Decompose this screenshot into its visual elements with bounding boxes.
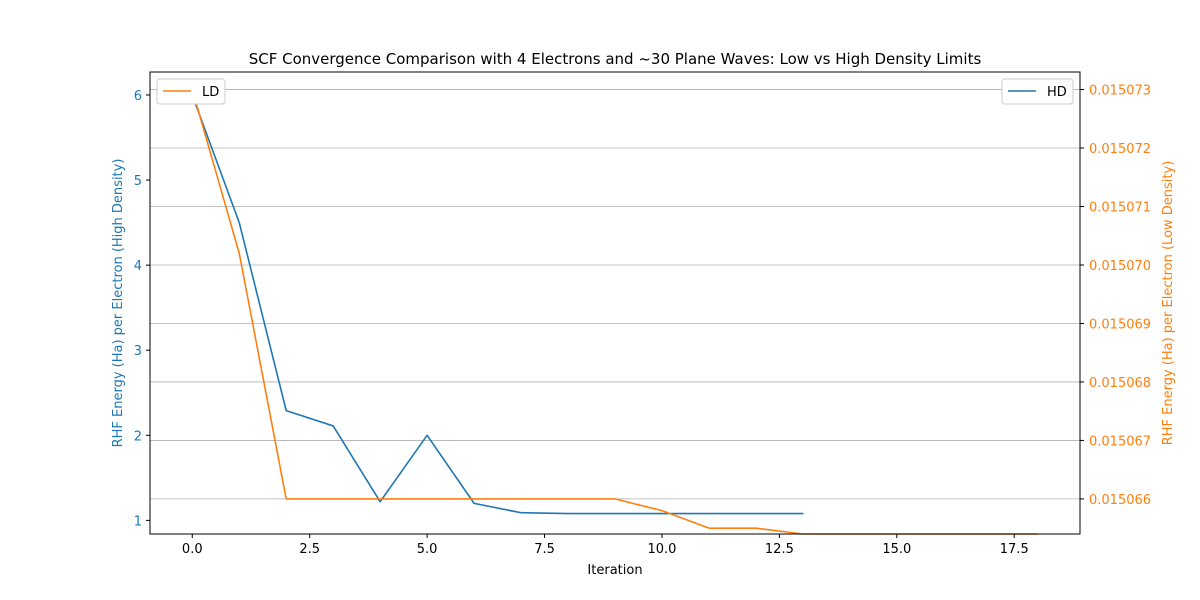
y-axis-right: 0.015066 0.015067 0.015068 0.015069 0.015070… [1080,84,1151,508]
x-axis: 0.0 2.5 5.0 7.5 10.0 12.5 15.0 17.5 [182,534,1029,557]
y-left-tick-label: 5 [134,174,142,189]
y-right-tick-label: 0.015068 [1089,376,1151,391]
y-right-tick-label: 0.015070 [1089,259,1151,274]
series-line-hd [191,94,804,515]
x-tick-label: 5.0 [417,542,438,557]
x-tick-label: 17.5 [1000,542,1029,557]
x-tick-label: 12.5 [765,542,794,557]
y-left-tick-label: 6 [134,89,142,104]
x-axis-label: Iteration [587,563,642,578]
y-right-tick-label: 0.015066 [1089,493,1151,508]
x-tick-label: 2.5 [299,542,320,557]
x-tick-label: 15.0 [882,542,911,557]
legend-ld-label: LD [202,85,219,100]
legend-hd: HD [1001,78,1074,105]
x-tick-label: 10.0 [647,542,676,557]
y-right-tick-label: 0.015067 [1089,434,1151,449]
y-left-tick-label: 1 [134,514,142,529]
y-right-tick-label: 0.015071 [1089,201,1151,216]
x-tick-label: 7.5 [534,542,555,557]
y-axis-left-label: RHF Energy (Ha) per Electron (High Densi… [111,159,126,448]
legend-hd-label: HD [1047,85,1067,100]
legend-ld: LD [156,78,226,105]
y-axis-left: 1 2 3 4 5 6 [134,89,150,529]
y-left-tick-label: 4 [134,259,142,274]
legend-hd-box [1001,78,1074,105]
plot-frame [149,71,1081,535]
x-tick-label: 0.0 [182,542,203,557]
y-right-tick-label: 0.015069 [1089,317,1151,332]
y-axis-right-label: RHF Energy (Ha) per Electron (Low Densit… [1161,161,1176,446]
y-right-tick-label: 0.015073 [1089,84,1151,99]
y-right-tick-label: 0.015072 [1089,142,1151,157]
chart-title: SCF Convergence Comparison with 4 Electr… [249,50,982,68]
y-left-tick-label: 2 [134,429,142,444]
y-left-tick-label: 3 [134,344,142,359]
